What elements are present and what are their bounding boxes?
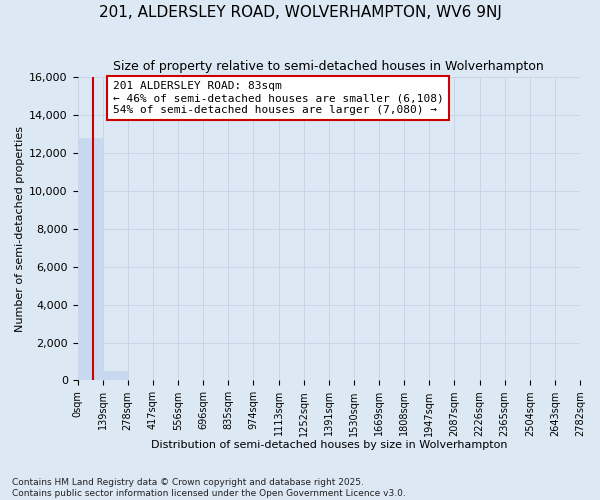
Text: 201, ALDERSLEY ROAD, WOLVERHAMPTON, WV6 9NJ: 201, ALDERSLEY ROAD, WOLVERHAMPTON, WV6 …: [98, 5, 502, 20]
Y-axis label: Number of semi-detached properties: Number of semi-detached properties: [15, 126, 25, 332]
Bar: [78, 138, 103, 380]
Title: Size of property relative to semi-detached houses in Wolverhampton: Size of property relative to semi-detach…: [113, 60, 544, 73]
Text: Contains HM Land Registry data © Crown copyright and database right 2025.
Contai: Contains HM Land Registry data © Crown c…: [12, 478, 406, 498]
X-axis label: Distribution of semi-detached houses by size in Wolverhampton: Distribution of semi-detached houses by …: [151, 440, 507, 450]
Bar: [103, 371, 127, 380]
Text: 201 ALDERSLEY ROAD: 83sqm
← 46% of semi-detached houses are smaller (6,108)
54% : 201 ALDERSLEY ROAD: 83sqm ← 46% of semi-…: [113, 82, 443, 114]
